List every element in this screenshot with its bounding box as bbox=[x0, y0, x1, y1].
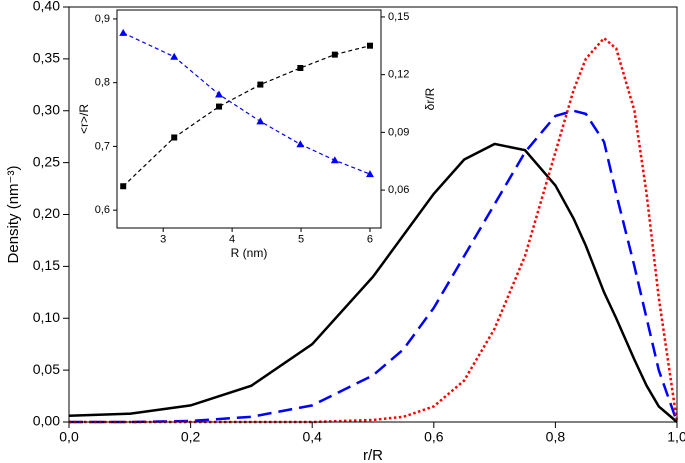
plot-area bbox=[117, 10, 381, 228]
series-line bbox=[68, 142, 678, 423]
x-tick-label: 0,6 bbox=[424, 429, 444, 445]
y-tick-label: 0,9 bbox=[95, 13, 110, 25]
x-axis-label: R (nm) bbox=[231, 246, 268, 260]
y-tick-label: 0,40 bbox=[33, 0, 60, 14]
chart: 3 4 5 6 0,6 0,7 0,8 0,9 0,06 0,09 0,12 0,15 R (nm) <r… bbox=[77, 9, 437, 260]
x-tick-label: 4 bbox=[229, 234, 235, 246]
y-tick-label: 0,00 bbox=[33, 413, 60, 429]
y-tick-label: 0,7 bbox=[95, 140, 110, 152]
y2-tick-label: 0,06 bbox=[388, 184, 409, 196]
y-axis-label: Density (nm⁻³) bbox=[5, 166, 22, 264]
y-tick-label: 0,35 bbox=[33, 50, 60, 66]
marker bbox=[119, 28, 128, 36]
x-axis-label: r/R bbox=[363, 447, 383, 463]
plot-frame bbox=[116, 9, 382, 229]
series-line bbox=[69, 36, 679, 424]
x-tick-label: 3 bbox=[160, 234, 166, 246]
marker bbox=[297, 65, 304, 72]
marker bbox=[170, 52, 179, 60]
y-axis-label: <r>/R bbox=[77, 104, 91, 134]
y-tick-label: 0,05 bbox=[33, 361, 60, 377]
y-tick-label: 0,25 bbox=[33, 153, 60, 169]
marker bbox=[331, 51, 338, 58]
x-tick-label: 6 bbox=[367, 234, 373, 246]
y2-tick-label: 0,15 bbox=[388, 11, 409, 23]
x-tick-label: 0,4 bbox=[302, 429, 322, 445]
x-tick-label: 0,8 bbox=[546, 429, 566, 445]
x-tick-label: 0,0 bbox=[59, 429, 79, 445]
marker bbox=[365, 170, 374, 178]
marker bbox=[120, 183, 127, 190]
y2-tick-label: 0,09 bbox=[388, 126, 409, 138]
x-tick-label: 1,0 bbox=[667, 429, 685, 445]
marker bbox=[330, 156, 339, 164]
marker bbox=[171, 134, 178, 141]
y-tick-label: 0,10 bbox=[33, 309, 60, 325]
marker bbox=[215, 90, 224, 98]
y-tick-label: 0,8 bbox=[95, 77, 110, 89]
marker bbox=[296, 140, 305, 148]
marker bbox=[256, 117, 265, 125]
y-tick-label: 0,20 bbox=[33, 205, 60, 221]
marker bbox=[366, 42, 373, 49]
y2-tick-label: 0,12 bbox=[388, 69, 409, 81]
series-line bbox=[69, 109, 679, 424]
plot-frame bbox=[68, 6, 678, 423]
marker bbox=[257, 81, 264, 88]
y-tick-label: 0,15 bbox=[33, 257, 60, 273]
x-tick-label: 0,2 bbox=[181, 429, 201, 445]
y-tick-label: 0,30 bbox=[33, 101, 60, 117]
y2-axis-label: δr/R bbox=[423, 87, 437, 110]
y-tick-label: 0,6 bbox=[95, 204, 110, 216]
x-tick-label: 5 bbox=[298, 234, 304, 246]
marker bbox=[216, 103, 223, 110]
